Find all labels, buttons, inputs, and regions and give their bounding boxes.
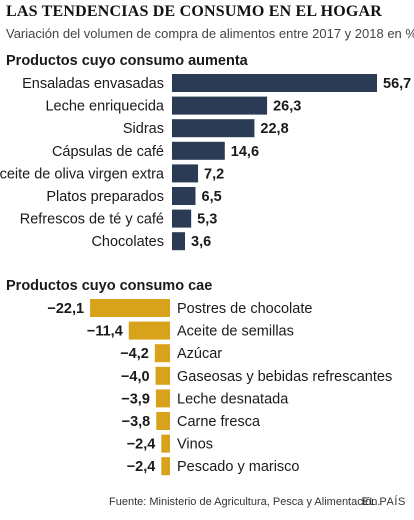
bar-increase	[172, 232, 186, 251]
category-label: Carne fresca	[177, 414, 261, 430]
category-label: Postres de chocolate	[177, 301, 312, 317]
section-title-decrease: Productos cuyo consumo cae	[6, 278, 212, 294]
bar-decrease	[128, 321, 170, 340]
bar-decrease	[156, 412, 170, 430]
data-label: 6,5	[202, 189, 222, 205]
category-label: Sidras	[123, 121, 164, 137]
category-label: Cápsulas de café	[52, 144, 164, 160]
chart-subtitle: Variación del volumen de compra de alime…	[6, 26, 414, 41]
category-label: Ensaladas envasadas	[22, 76, 164, 92]
source-note: Fuente: Ministerio de Agricultura, Pesca…	[109, 496, 381, 508]
bar-increase	[172, 164, 199, 183]
category-label: Leche enriquecida	[45, 99, 164, 115]
category-label: Refrescos de té y café	[20, 212, 164, 228]
data-label: −11,4	[87, 324, 123, 340]
category-label: Chocolates	[91, 234, 164, 250]
bar-decrease	[154, 344, 170, 363]
bar-decrease	[155, 366, 170, 385]
data-label: 7,2	[204, 166, 224, 182]
bar-decrease	[90, 299, 170, 317]
category-label: Gaseosas y bebidas refrescantes	[177, 369, 392, 385]
category-label: Vinos	[177, 437, 213, 453]
category-label: Leche desnatada	[177, 391, 289, 407]
bar-increase	[172, 141, 225, 160]
bar-increase	[172, 96, 268, 115]
brand-logo: EL PAÍS	[361, 496, 406, 508]
bar-increase	[172, 187, 196, 205]
bar-increase	[172, 74, 377, 92]
category-label: Pescado y marisco	[177, 459, 300, 475]
data-label: 26,3	[273, 99, 301, 115]
bar-increase	[172, 209, 192, 228]
data-label: 56,7	[383, 76, 411, 92]
data-label: −3,9	[121, 391, 150, 407]
data-label: −4,2	[120, 346, 149, 362]
data-label: −4,0	[121, 369, 150, 385]
chart-title: LAS TENDENCIAS DE CONSUMO EN EL HOGAR	[6, 3, 383, 20]
data-label: −22,1	[47, 301, 84, 317]
category-label: Aceite de semillas	[177, 324, 294, 340]
data-label: −2,4	[127, 437, 156, 453]
data-label: −2,4	[127, 459, 156, 475]
data-label: 5,3	[197, 212, 217, 228]
bar-decrease	[161, 457, 170, 476]
data-label: −3,8	[122, 414, 151, 430]
bar-chart: Productos cuyo consumo aumenta Ensaladas …	[0, 53, 411, 476]
bar-decrease	[155, 389, 170, 408]
category-label: Platos preparados	[46, 189, 164, 205]
bar-decrease	[161, 434, 170, 453]
data-label: 22,8	[260, 121, 288, 137]
category-label: Aceite de oliva virgen extra	[0, 166, 165, 182]
category-label: Azúcar	[177, 346, 222, 362]
bar-increase	[172, 119, 255, 138]
data-label: 14,6	[231, 144, 259, 160]
section-title-increase: Productos cuyo consumo aumenta	[6, 53, 249, 69]
data-label: 3,6	[191, 234, 211, 250]
